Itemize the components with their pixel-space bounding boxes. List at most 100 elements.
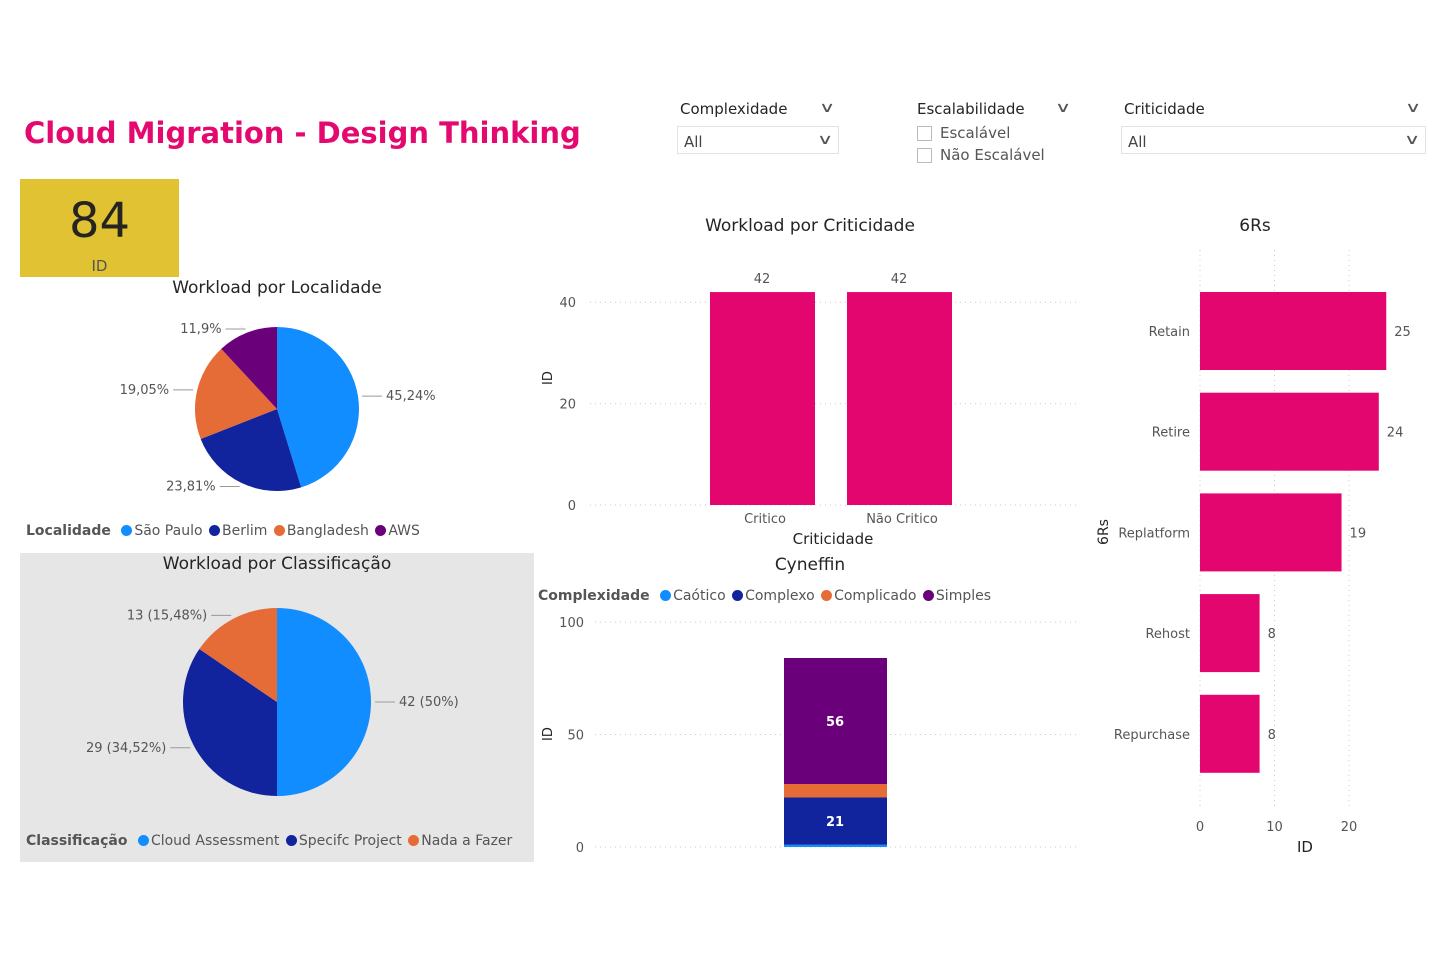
legend-dot bbox=[821, 590, 833, 601]
pie-slice bbox=[195, 348, 277, 439]
complexidade-value: All bbox=[684, 133, 703, 151]
legend-item[interactable]: Nada a Fazer bbox=[406, 833, 512, 849]
kpi-value: 84 bbox=[68, 193, 131, 249]
y-axis-label: ID bbox=[541, 727, 556, 741]
complexidade-slicer-title: Complexidade bbox=[680, 100, 788, 118]
criticidade-value: All bbox=[1128, 133, 1147, 151]
legend-item[interactable]: Cloud Assessment bbox=[132, 833, 279, 849]
x-tick-label: 0 bbox=[1196, 820, 1204, 835]
y-tick-label: 50 bbox=[567, 729, 584, 744]
data-label: 19,05% bbox=[120, 383, 170, 398]
legend-item[interactable]: Complexo bbox=[730, 588, 815, 604]
legend-dot bbox=[273, 525, 285, 536]
bar bbox=[1200, 292, 1387, 370]
legend-item[interactable]: Complicado bbox=[819, 588, 916, 604]
y-axis-label: ID bbox=[541, 371, 556, 385]
localidade-legend: Localidade São Paulo Berlim Bangladesh A… bbox=[26, 523, 420, 539]
stacked-segment bbox=[784, 784, 887, 798]
chevron-down-icon[interactable]: ∨ bbox=[818, 100, 836, 116]
cyneffin-stacked-chart: 0 50 100 ID 21 56 bbox=[541, 616, 1080, 856]
checkbox-escalavel[interactable]: Escalável bbox=[917, 124, 1010, 142]
kpi-card: 84 ID bbox=[20, 179, 179, 277]
legend-dot bbox=[121, 525, 133, 536]
data-label: 11,9% bbox=[180, 322, 221, 337]
y-tick-label: 0 bbox=[568, 499, 576, 514]
x-tick-label: 20 bbox=[1341, 820, 1358, 835]
legend-item[interactable]: Specifc Project bbox=[284, 833, 402, 849]
escalabilidade-slicer-title: Escalabilidade bbox=[917, 100, 1025, 118]
legend-item[interactable]: Berlim bbox=[207, 523, 267, 539]
complexidade-dropdown[interactable]: All ∨ bbox=[677, 126, 839, 154]
6rs-chart-title: 6Rs bbox=[1239, 216, 1271, 236]
legend-dot bbox=[208, 525, 220, 536]
checkbox-label: Escalável bbox=[940, 124, 1011, 142]
y-tick-label: Repurchase bbox=[1114, 728, 1190, 743]
bar bbox=[1200, 392, 1379, 471]
bar bbox=[1200, 493, 1342, 572]
x-tick-label: 10 bbox=[1266, 820, 1283, 835]
x-axis-label: Criticidade bbox=[793, 530, 874, 548]
legend-dot bbox=[922, 590, 934, 601]
localidade-chart-title: Workload por Localidade bbox=[172, 278, 382, 298]
classificacao-pie-chart: 42 (50%) 29 (34,52%) 13 (15,48%) bbox=[86, 608, 459, 796]
legend-dot bbox=[137, 835, 149, 846]
legend-item[interactable]: Bangladesh bbox=[272, 523, 369, 539]
data-label: 56 bbox=[826, 715, 844, 730]
data-label: 23,81% bbox=[166, 479, 216, 494]
y-tick-label: Rehost bbox=[1145, 627, 1190, 642]
cyneffin-chart-title: Cyneffin bbox=[774, 555, 846, 575]
y-tick-label: Retain bbox=[1149, 325, 1190, 340]
cyneffin-legend: Complexidade Caótico Complexo Complicado… bbox=[538, 588, 991, 604]
data-label: 13 (15,48%) bbox=[127, 608, 207, 623]
legend-dot bbox=[660, 590, 672, 601]
legend-title: Classificação bbox=[26, 833, 128, 849]
legend-item[interactable]: Simples bbox=[921, 588, 991, 604]
data-label: 19 bbox=[1350, 526, 1367, 541]
data-label: 42 bbox=[754, 272, 771, 287]
legend-item[interactable]: Caótico bbox=[654, 588, 726, 604]
checkbox-label: Não Escalável bbox=[940, 146, 1045, 164]
checkbox-icon[interactable] bbox=[917, 148, 932, 163]
criticidade-bar-chart: 0 20 40 ID 42 Critico 42 Não Critico Criticidade bbox=[541, 272, 1080, 548]
data-label: 42 (50%) bbox=[399, 695, 459, 710]
6rs-bar-chart: 0 10 20 ID 6Rs 25 Retain 24 Retire 19 Replatform 8 R… bbox=[1096, 250, 1411, 856]
checkbox-nao-escalavel[interactable]: Não Escalável bbox=[917, 146, 1045, 164]
localidade-pie-chart: 45,24% 23,81% 19,05% 11,9% bbox=[120, 322, 436, 495]
data-label: 8 bbox=[1268, 627, 1276, 642]
pie-slice bbox=[277, 608, 371, 796]
legend-item[interactable]: AWS bbox=[373, 523, 420, 539]
y-tick-label: Retire bbox=[1152, 426, 1190, 441]
stacked-segment bbox=[784, 844, 887, 847]
criticidade-dropdown[interactable]: All ∨ bbox=[1121, 126, 1426, 154]
chevron-down-icon: ∨ bbox=[816, 132, 834, 148]
criticidade-chart-title: Workload por Criticidade bbox=[705, 216, 915, 236]
y-tick-label: 20 bbox=[559, 398, 576, 413]
pie-slice bbox=[183, 649, 277, 796]
legend-item[interactable]: São Paulo bbox=[115, 523, 203, 539]
chevron-down-icon[interactable]: ∨ bbox=[1404, 100, 1422, 116]
y-tick-label: Replatform bbox=[1118, 526, 1190, 541]
data-label: 42 bbox=[891, 272, 908, 287]
chevron-down-icon[interactable]: ∨ bbox=[1054, 100, 1072, 116]
legend-dot bbox=[375, 525, 387, 536]
pie-slice bbox=[200, 409, 302, 491]
bar bbox=[1200, 594, 1260, 673]
bar bbox=[710, 292, 815, 505]
classificacao-legend: Classificação Cloud Assessment Specifc P… bbox=[26, 833, 512, 849]
legend-dot bbox=[732, 590, 744, 601]
pie-slice bbox=[221, 327, 277, 409]
legend-dot bbox=[408, 835, 420, 846]
stacked-segment bbox=[784, 658, 887, 784]
checkbox-icon[interactable] bbox=[917, 126, 932, 141]
legend-dot bbox=[285, 835, 297, 846]
pie-slice bbox=[277, 327, 360, 488]
y-axis-label: 6Rs bbox=[1096, 519, 1112, 545]
data-label: 24 bbox=[1387, 426, 1404, 441]
data-label: 29 (34,52%) bbox=[86, 741, 166, 756]
kpi-label: ID bbox=[91, 257, 108, 275]
x-tick-label: Não Critico bbox=[866, 512, 938, 527]
data-label: 45,24% bbox=[386, 389, 436, 404]
x-axis-label: ID bbox=[1297, 838, 1313, 856]
y-tick-label: 0 bbox=[576, 841, 584, 856]
y-tick-label: 100 bbox=[559, 616, 584, 631]
